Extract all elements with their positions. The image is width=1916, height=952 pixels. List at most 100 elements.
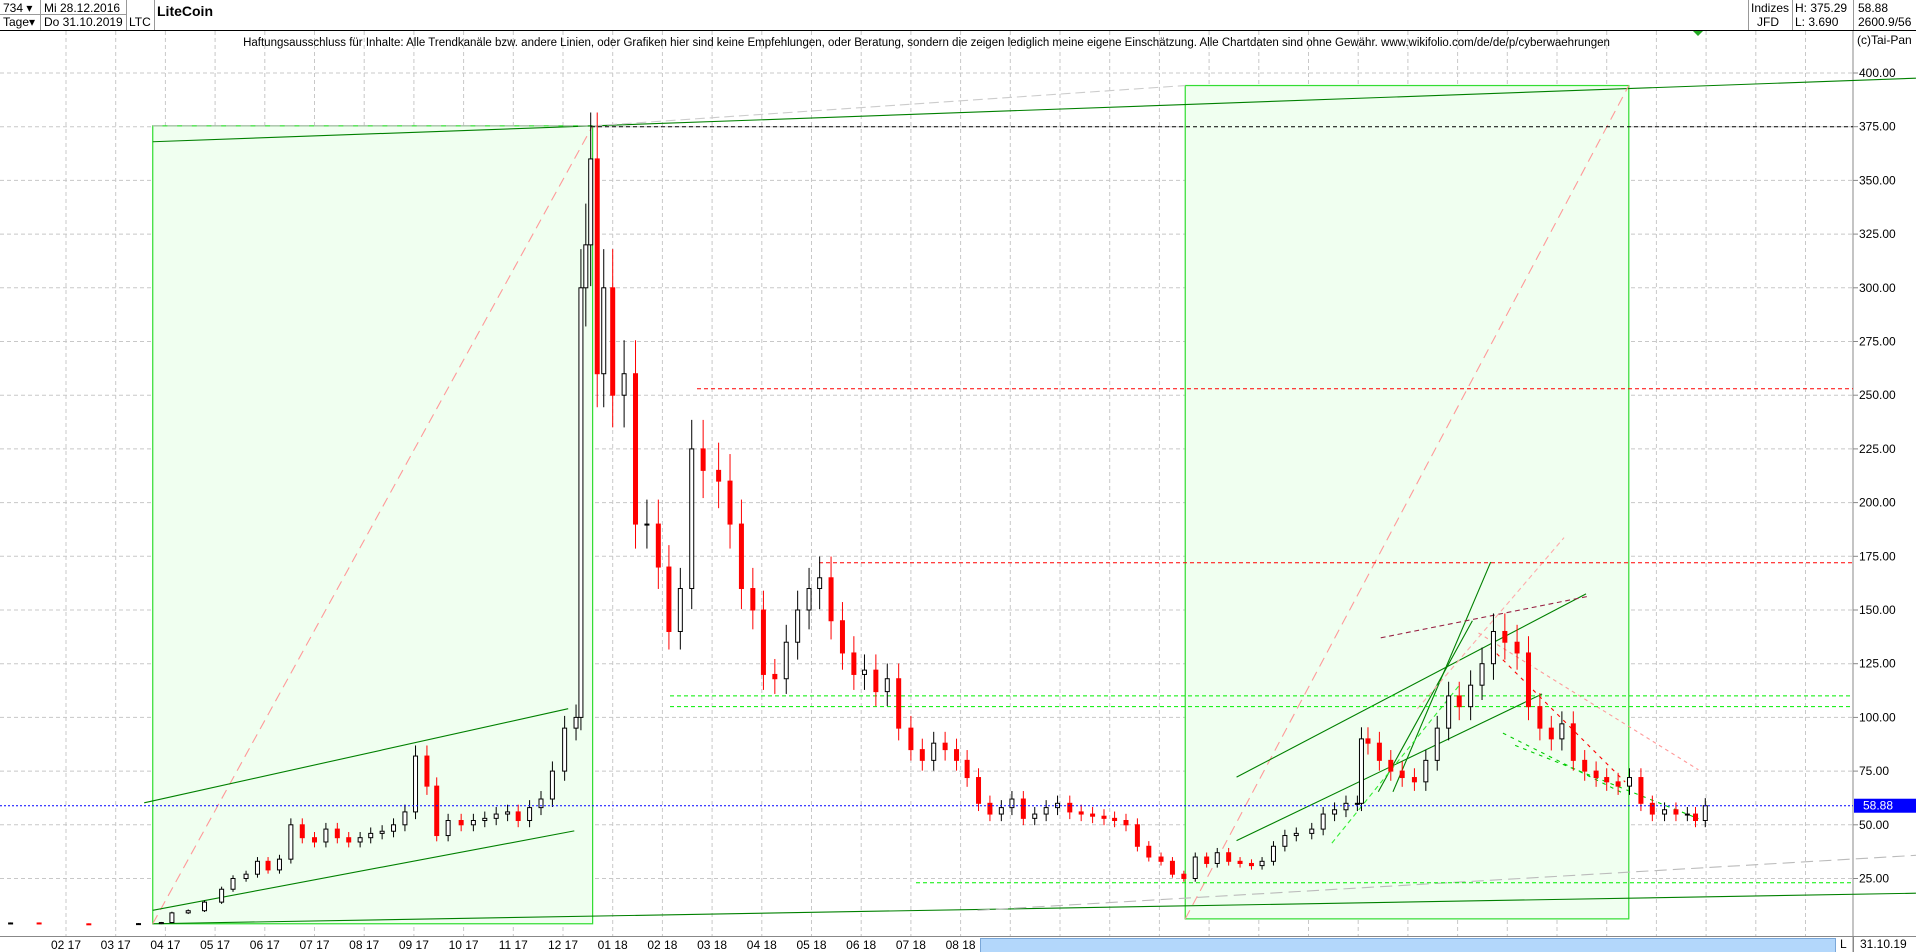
candle (583, 244, 589, 289)
x-tick-label: 05 18 (796, 938, 826, 952)
candle (1237, 860, 1243, 864)
end-date[interactable]: Do 31.10.2019 (44, 15, 123, 29)
trend-line (152, 77, 1916, 143)
candle (1376, 742, 1382, 761)
candle (998, 807, 1004, 815)
candle (666, 566, 672, 632)
candle (1434, 727, 1440, 761)
candle (1067, 802, 1073, 813)
y-tick-label: 250.00 (1859, 388, 1896, 402)
scale-mode[interactable]: L (1840, 937, 1847, 951)
extra-value: 2600.9/56 (1858, 15, 1912, 29)
candle (1169, 860, 1175, 875)
trend-line (1502, 732, 1626, 795)
candle (36, 922, 42, 925)
x-tick-label: 05 17 (200, 938, 230, 952)
gray-dashed-line (592, 84, 1186, 127)
candle (243, 873, 249, 879)
candle (1662, 809, 1668, 815)
candle (817, 577, 823, 590)
candle (839, 620, 845, 654)
candle (1112, 817, 1118, 822)
y-tick-label: 400.00 (1859, 66, 1896, 80)
trend-line (152, 892, 1916, 925)
candle (942, 742, 948, 751)
candle (1204, 856, 1210, 864)
candle (610, 287, 616, 396)
x-tick-label: 01 18 (598, 938, 628, 952)
y-tick-label: 350.00 (1859, 173, 1896, 187)
candle (1101, 815, 1107, 819)
candle (727, 480, 733, 525)
candle (1559, 723, 1565, 740)
candle (346, 837, 352, 843)
candle (633, 373, 639, 525)
y-tick-label: 150.00 (1859, 603, 1896, 617)
candle (379, 830, 385, 834)
y-tick-label: 100.00 (1859, 710, 1896, 724)
chart-title: LiteCoin (157, 3, 213, 19)
period-count-dropdown[interactable]: 734 ▾ (3, 1, 32, 15)
candle (562, 727, 568, 772)
candle (1627, 777, 1633, 787)
time-axis[interactable]: L 31.10.19 (0, 936, 1916, 952)
trend-line (1236, 593, 1587, 778)
candle (1078, 811, 1084, 815)
candle (1693, 813, 1699, 822)
trend-line (144, 708, 569, 804)
candle (230, 878, 236, 890)
candle (594, 158, 600, 375)
start-date[interactable]: Mi 28.12.2016 (44, 1, 121, 15)
candle (1214, 852, 1220, 864)
candle (783, 641, 789, 680)
candle (964, 759, 970, 779)
candle (136, 923, 142, 926)
candle (169, 912, 175, 924)
x-tick-label: 06 17 (250, 938, 280, 952)
candle (1043, 807, 1049, 815)
candle (1649, 802, 1655, 815)
x-tick-label: 04 18 (747, 938, 777, 952)
period-unit-dropdown[interactable]: Tage▾ (3, 15, 35, 29)
candle (323, 828, 329, 843)
candle (482, 817, 488, 822)
candle (851, 652, 857, 675)
x-tick-label: 03 18 (697, 938, 727, 952)
candle (505, 811, 511, 815)
disclaimer-text: Haftungsausschluss für Inhalte: Alle Tre… (243, 37, 1610, 49)
y-tick-label: 225.00 (1859, 442, 1896, 456)
chevron-down-icon: ▾ (29, 15, 36, 29)
header-bar: 734 ▾ Tage▾ Mi 28.12.2016 Do 31.10.2019 … (0, 0, 1916, 31)
candle (987, 802, 993, 815)
candle (1320, 813, 1326, 830)
candle (601, 287, 607, 375)
trend-line (1377, 620, 1473, 793)
visible-range-highlight[interactable] (980, 938, 1836, 952)
symbol: LTC (129, 15, 151, 29)
candle (1158, 856, 1164, 862)
x-tick-label: 08 17 (349, 938, 379, 952)
y-tick-label: 175.00 (1859, 549, 1896, 563)
y-tick-label: 50.00 (1859, 818, 1889, 832)
candle (219, 888, 225, 903)
candle (158, 922, 164, 925)
candle (1354, 802, 1360, 805)
candle (1226, 852, 1232, 862)
candle (1411, 777, 1417, 783)
candle (1684, 813, 1690, 816)
candle (1604, 777, 1610, 783)
candle (795, 609, 801, 643)
candle (357, 837, 363, 843)
candle (1502, 630, 1508, 643)
y-tick-label: 125.00 (1859, 657, 1896, 671)
candle (276, 858, 282, 871)
candle (896, 678, 902, 729)
x-tick-label: 04 17 (150, 938, 180, 952)
candle (1259, 860, 1265, 867)
period-unit: Tage (3, 15, 30, 29)
last-value: 58.88 (1858, 1, 1889, 15)
candle (1134, 824, 1140, 847)
candle (1615, 781, 1621, 787)
candle (1514, 641, 1520, 654)
